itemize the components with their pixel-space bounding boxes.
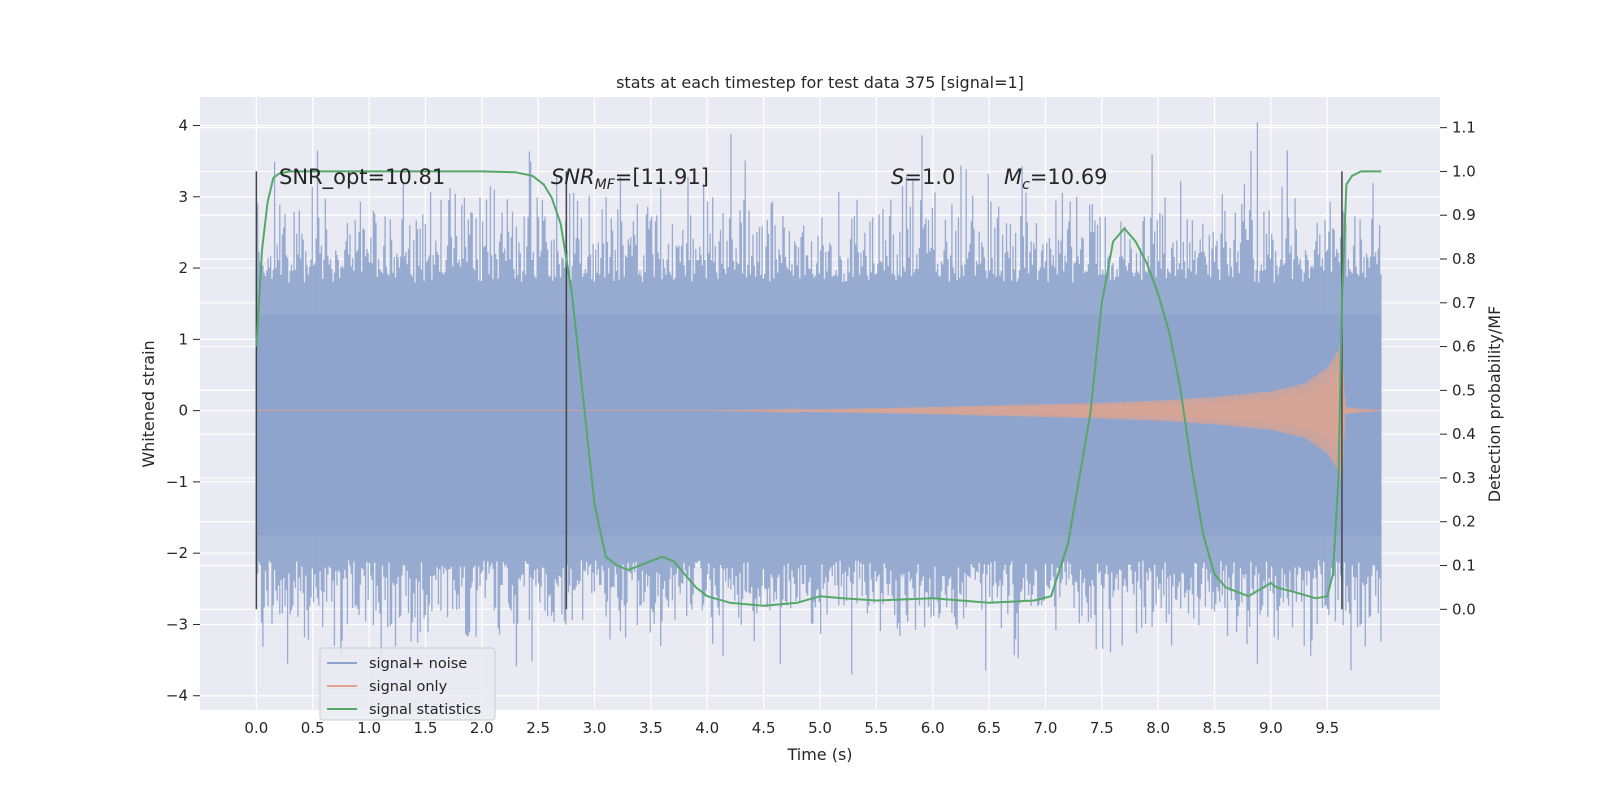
series-signal-noise bbox=[255, 122, 1382, 675]
y-tick-label: 0 bbox=[178, 402, 188, 420]
series-signal-statistics bbox=[255, 170, 1382, 607]
annotation-s-value: =1.0 bbox=[904, 165, 955, 189]
x-tick-label: 2.0 bbox=[470, 719, 494, 737]
y2-tick-label: 1.1 bbox=[1452, 119, 1476, 137]
y2-tick-label: 1.0 bbox=[1452, 162, 1476, 180]
x-tick-label: 6.5 bbox=[977, 719, 1001, 737]
annotation-mc: Mc=10.69 bbox=[1004, 165, 1108, 193]
y-tick-label: 4 bbox=[178, 117, 188, 135]
x-tick-label: 9.0 bbox=[1259, 719, 1283, 737]
annotation-snr-opt: SNR_opt=10.81 bbox=[279, 165, 445, 190]
legend-label-signal-statistics: signal statistics bbox=[369, 702, 481, 718]
x-tick-label: 0.5 bbox=[301, 719, 325, 737]
x-tick-label: 9.5 bbox=[1315, 719, 1339, 737]
annotation-snr-mf-value: =[11.91] bbox=[615, 165, 709, 189]
x-tick-label: 6.0 bbox=[921, 719, 945, 737]
y2-axis-label: Detection probability/MF bbox=[1485, 306, 1504, 503]
y-axis-label: Whitened strain bbox=[139, 340, 158, 467]
y2-tick-label: 0.0 bbox=[1452, 600, 1476, 618]
annotation-snr-mf-sub: MF bbox=[595, 177, 616, 193]
x-tick-label: 4.0 bbox=[695, 719, 719, 737]
chirp-trace bbox=[256, 341, 1382, 482]
y2-tick-label: 0.8 bbox=[1452, 250, 1476, 268]
annotation-mc-value: =10.69 bbox=[1030, 165, 1108, 189]
annotation-snr-mf-main: SNR bbox=[551, 165, 595, 189]
annotation-s-var: S bbox=[891, 165, 904, 189]
annotation-snr-mf: SNRMF=[11.91] bbox=[551, 165, 709, 193]
chart-title: stats at each timestep for test data 375… bbox=[616, 73, 1024, 92]
y2-tick-label: 0.3 bbox=[1452, 469, 1476, 487]
y-tick-label: 1 bbox=[178, 330, 188, 348]
y2-tick-label: 0.4 bbox=[1452, 425, 1476, 443]
legend-label-signal-noise: signal+ noise bbox=[369, 656, 467, 672]
y2-tick-label: 0.7 bbox=[1452, 294, 1476, 312]
x-tick-label: 2.5 bbox=[526, 719, 550, 737]
legend-label-signal-only: signal only bbox=[369, 679, 448, 695]
x-tick-label: 8.5 bbox=[1203, 719, 1227, 737]
vertical-markers bbox=[255, 171, 1343, 610]
y2-tick-label: 0.1 bbox=[1452, 557, 1476, 575]
legend: signal+ noise signal only signal statist… bbox=[319, 647, 496, 721]
y-tick-label: −3 bbox=[166, 615, 188, 633]
legend-box bbox=[319, 647, 496, 721]
x-tick-label: 7.5 bbox=[1090, 719, 1114, 737]
y-axis-ticks: 4 3 2 1 0 −1 −2 −3 −4 bbox=[166, 117, 200, 705]
y2-tick-label: 0.5 bbox=[1452, 381, 1476, 399]
x-tick-label: 5.5 bbox=[864, 719, 888, 737]
x-tick-label: 1.0 bbox=[357, 719, 381, 737]
x-axis-ticks: 0.0 0.5 1.0 1.5 2.0 2.5 3.0 3.5 4.0 4.5 5.0 5.5 6.0 6… bbox=[244, 719, 1339, 737]
x-tick-label: 4.5 bbox=[752, 719, 776, 737]
y-tick-label: 2 bbox=[178, 259, 188, 277]
x-axis-label: Time (s) bbox=[786, 745, 852, 764]
y-tick-label: −4 bbox=[166, 687, 188, 705]
y2-axis-ticks: 1.1 1.0 0.9 0.8 0.7 0.6 0.5 0.4 0.3 0.2 0.1 0.0 bbox=[1440, 119, 1476, 618]
y2-tick-label: 0.6 bbox=[1452, 338, 1476, 356]
series-signal-only bbox=[256, 341, 1382, 482]
x-tick-label: 1.5 bbox=[414, 719, 438, 737]
x-tick-label: 3.0 bbox=[583, 719, 607, 737]
x-tick-label: 5.0 bbox=[808, 719, 832, 737]
y-tick-label: 3 bbox=[178, 188, 188, 206]
annotation-s: S=1.0 bbox=[891, 165, 955, 189]
x-tick-label: 0.0 bbox=[244, 719, 268, 737]
y2-tick-label: 0.2 bbox=[1452, 513, 1476, 531]
annotation-mc-main: M bbox=[1004, 165, 1022, 189]
y2-tick-label: 0.9 bbox=[1452, 206, 1476, 224]
x-tick-label: 8.0 bbox=[1146, 719, 1170, 737]
y-tick-label: −2 bbox=[166, 544, 188, 562]
x-tick-label: 3.5 bbox=[639, 719, 663, 737]
x-tick-label: 7.0 bbox=[1034, 719, 1058, 737]
y-tick-label: −1 bbox=[166, 473, 188, 491]
annotation-mc-sub: c bbox=[1022, 177, 1030, 193]
statistics-line bbox=[255, 170, 1382, 607]
